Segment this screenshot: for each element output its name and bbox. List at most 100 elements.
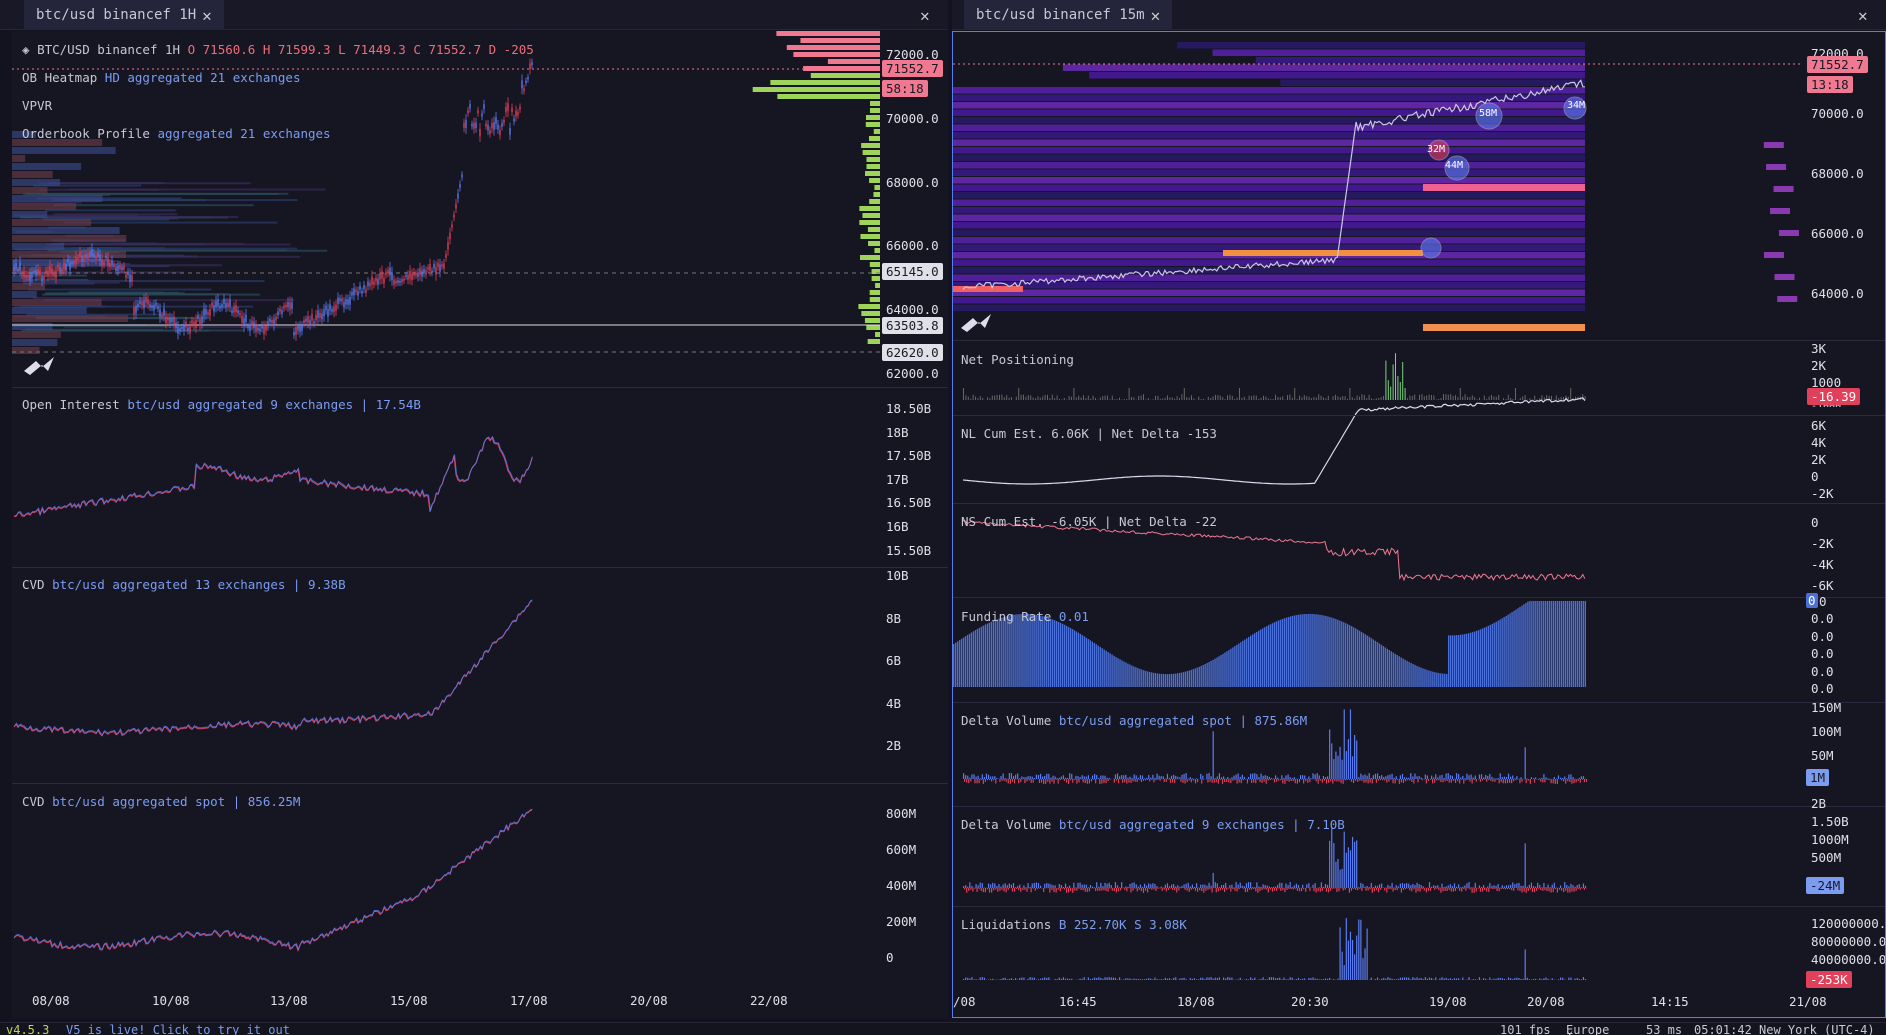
delta-volume-spot-bar (1060, 776, 1062, 779)
net-positioning-legend[interactable]: Net Positioning (961, 352, 1074, 367)
delta-volume-spot-bar (1512, 775, 1514, 779)
delta-volume-agg-bar (1247, 882, 1250, 888)
nl-cum-legend[interactable]: NL Cum Est. 6.06K | Net Delta -153 (961, 426, 1217, 441)
candle-body (23, 271, 25, 278)
cvd-legend[interactable]: CVD btc/usd aggregated 13 exchanges | 9.… (22, 577, 346, 592)
candle-body (513, 118, 515, 122)
net-positioning-bar (1483, 395, 1485, 400)
liquidation-bar (1299, 979, 1302, 980)
tab-btc-1h[interactable]: btc/usd binancef 1H ✕ (24, 0, 224, 30)
heatmap-band (953, 259, 1585, 266)
dv-spot-value-tag: 1M (1806, 769, 1830, 786)
delta-volume-spot-bar (1543, 774, 1545, 779)
right-chart-canvas[interactable] (953, 32, 1885, 1017)
cvd-spot-legend[interactable]: CVD btc/usd aggregated spot | 856.25M (22, 794, 301, 809)
funding-bar (1188, 670, 1191, 687)
candle-body (163, 308, 165, 316)
open-interest-legend[interactable]: Open Interest btc/usd aggregated 9 excha… (22, 397, 421, 412)
delta-volume-agg-bar (1215, 888, 1217, 893)
left-chart-pane[interactable]: ◈ BTC/USD binancef 1H O 71560.6 H 71599.… (12, 31, 948, 1018)
delta-volume-agg-bar (1217, 888, 1219, 892)
funding-bar (1390, 651, 1392, 687)
delta-volume-spot-bar (1444, 779, 1446, 782)
delta-volume-agg-bar (1262, 884, 1264, 888)
delta-volume-agg-bar (1223, 884, 1225, 888)
liquidation-bubble[interactable]: 44M (1445, 160, 1464, 171)
funding-bar (1396, 655, 1398, 687)
delta-volume-agg-bar (1259, 888, 1261, 892)
delta-volume-agg-bar (1138, 888, 1140, 890)
delta-volume-agg-bar (1372, 887, 1374, 888)
delta-volume-agg-bar (1095, 888, 1097, 892)
time-tick: 13/08 (270, 993, 308, 1008)
pane-divider[interactable] (953, 806, 1885, 807)
orderbook-profile-bar (869, 199, 880, 204)
delta-volume-spot-legend[interactable]: Delta Volume btc/usd aggregated spot | 8… (961, 713, 1308, 728)
delta-volume-spot-bar (1020, 779, 1022, 783)
delta-volume-spot-bar (1114, 774, 1117, 779)
pane-divider[interactable] (12, 387, 948, 388)
pane-divider[interactable] (12, 783, 948, 784)
delta-volume-agg-legend[interactable]: Delta Volume btc/usd aggregated 9 exchan… (961, 817, 1345, 832)
pane-divider[interactable] (953, 340, 1885, 341)
left-chart-canvas[interactable] (12, 31, 948, 1018)
announcement-link[interactable]: V5 is live! Click to try it out (66, 1023, 290, 1035)
pane-divider[interactable] (953, 906, 1885, 907)
funding-bar (1097, 645, 1099, 687)
delta-volume-agg-bar (1002, 884, 1004, 888)
delta-volume-agg-bar (1584, 885, 1587, 888)
pane-divider[interactable] (12, 567, 948, 568)
funding-rate-legend[interactable]: Funding Rate 0.01 (961, 609, 1089, 624)
liquidation-bubble[interactable]: 34M (1567, 100, 1586, 111)
vpvr-legend[interactable]: VPVR (22, 98, 53, 113)
pane-divider[interactable] (953, 415, 1885, 416)
orderbook-profile-legend[interactable]: Orderbook Profile aggregated 21 exchange… (22, 126, 331, 141)
liquidation-bar (979, 977, 981, 980)
delta-volume-spot-bar (1116, 773, 1119, 779)
liquidation-bar (1539, 978, 1541, 980)
liquidation-bar (1048, 977, 1050, 980)
delta-volume-agg-bar (1425, 888, 1427, 893)
pane-divider[interactable] (953, 503, 1885, 504)
delta-volume-agg-bar (1244, 888, 1246, 893)
liquidation-bar (1106, 977, 1108, 980)
delta-volume-agg-bar (1143, 883, 1146, 888)
right-chart-pane[interactable]: 72000.0 70000.0 68000.0 66000.0 64000.0 … (952, 31, 1886, 1018)
funding-bar (1251, 634, 1254, 687)
liquidation-bubble[interactable]: 58M (1479, 108, 1498, 119)
close-pane-icon[interactable]: ✕ (1858, 6, 1868, 25)
heatmap-band (953, 132, 1585, 139)
candle-body (295, 327, 297, 335)
funding-bar (1521, 605, 1523, 687)
net-positioning-bar (1131, 396, 1132, 400)
delta-volume-agg-bar (1568, 886, 1570, 888)
heatmap-legend[interactable]: OB Heatmap HD aggregated 21 exchanges (22, 70, 301, 85)
ns-cum-legend[interactable]: NS Cum Est. -6.05K | Net Delta -22 (961, 514, 1217, 529)
delta-volume-agg-bar (1107, 888, 1109, 892)
pane-divider[interactable] (953, 597, 1885, 598)
delta-volume-spot-bar (1032, 779, 1034, 783)
delta-volume-spot-bar (1387, 775, 1389, 779)
funding-bar (1204, 664, 1206, 687)
candle-body (303, 320, 305, 324)
delta-volume-spot-bar (1037, 774, 1040, 779)
funding-bar (1347, 624, 1349, 687)
delta-volume-agg-bar (1063, 888, 1066, 890)
delta-volume-agg-bar (1447, 885, 1449, 888)
liquidation-bubble[interactable]: 32M (1427, 144, 1446, 155)
funding-bar (960, 638, 963, 687)
close-tab-icon[interactable]: ✕ (202, 5, 212, 25)
pane-divider[interactable] (953, 702, 1885, 703)
funding-bar (1481, 628, 1484, 687)
funding-bar (1451, 635, 1454, 687)
tab-btc-15m[interactable]: btc/usd binancef 15m ✕ (964, 0, 1173, 30)
delta-volume-agg-bar (1178, 888, 1180, 891)
close-tab-icon[interactable]: ✕ (1150, 5, 1161, 25)
funding-bar (1014, 614, 1016, 687)
liquidation-bar (1225, 978, 1227, 980)
close-pane-icon[interactable]: ✕ (920, 6, 930, 25)
delta-volume-agg-bar (1256, 882, 1258, 888)
liquidations-legend[interactable]: Liquidations B 252.70K S 3.08K (961, 917, 1187, 932)
liquidation-bar (1304, 978, 1306, 980)
delta-volume-agg-bar (1466, 883, 1468, 888)
